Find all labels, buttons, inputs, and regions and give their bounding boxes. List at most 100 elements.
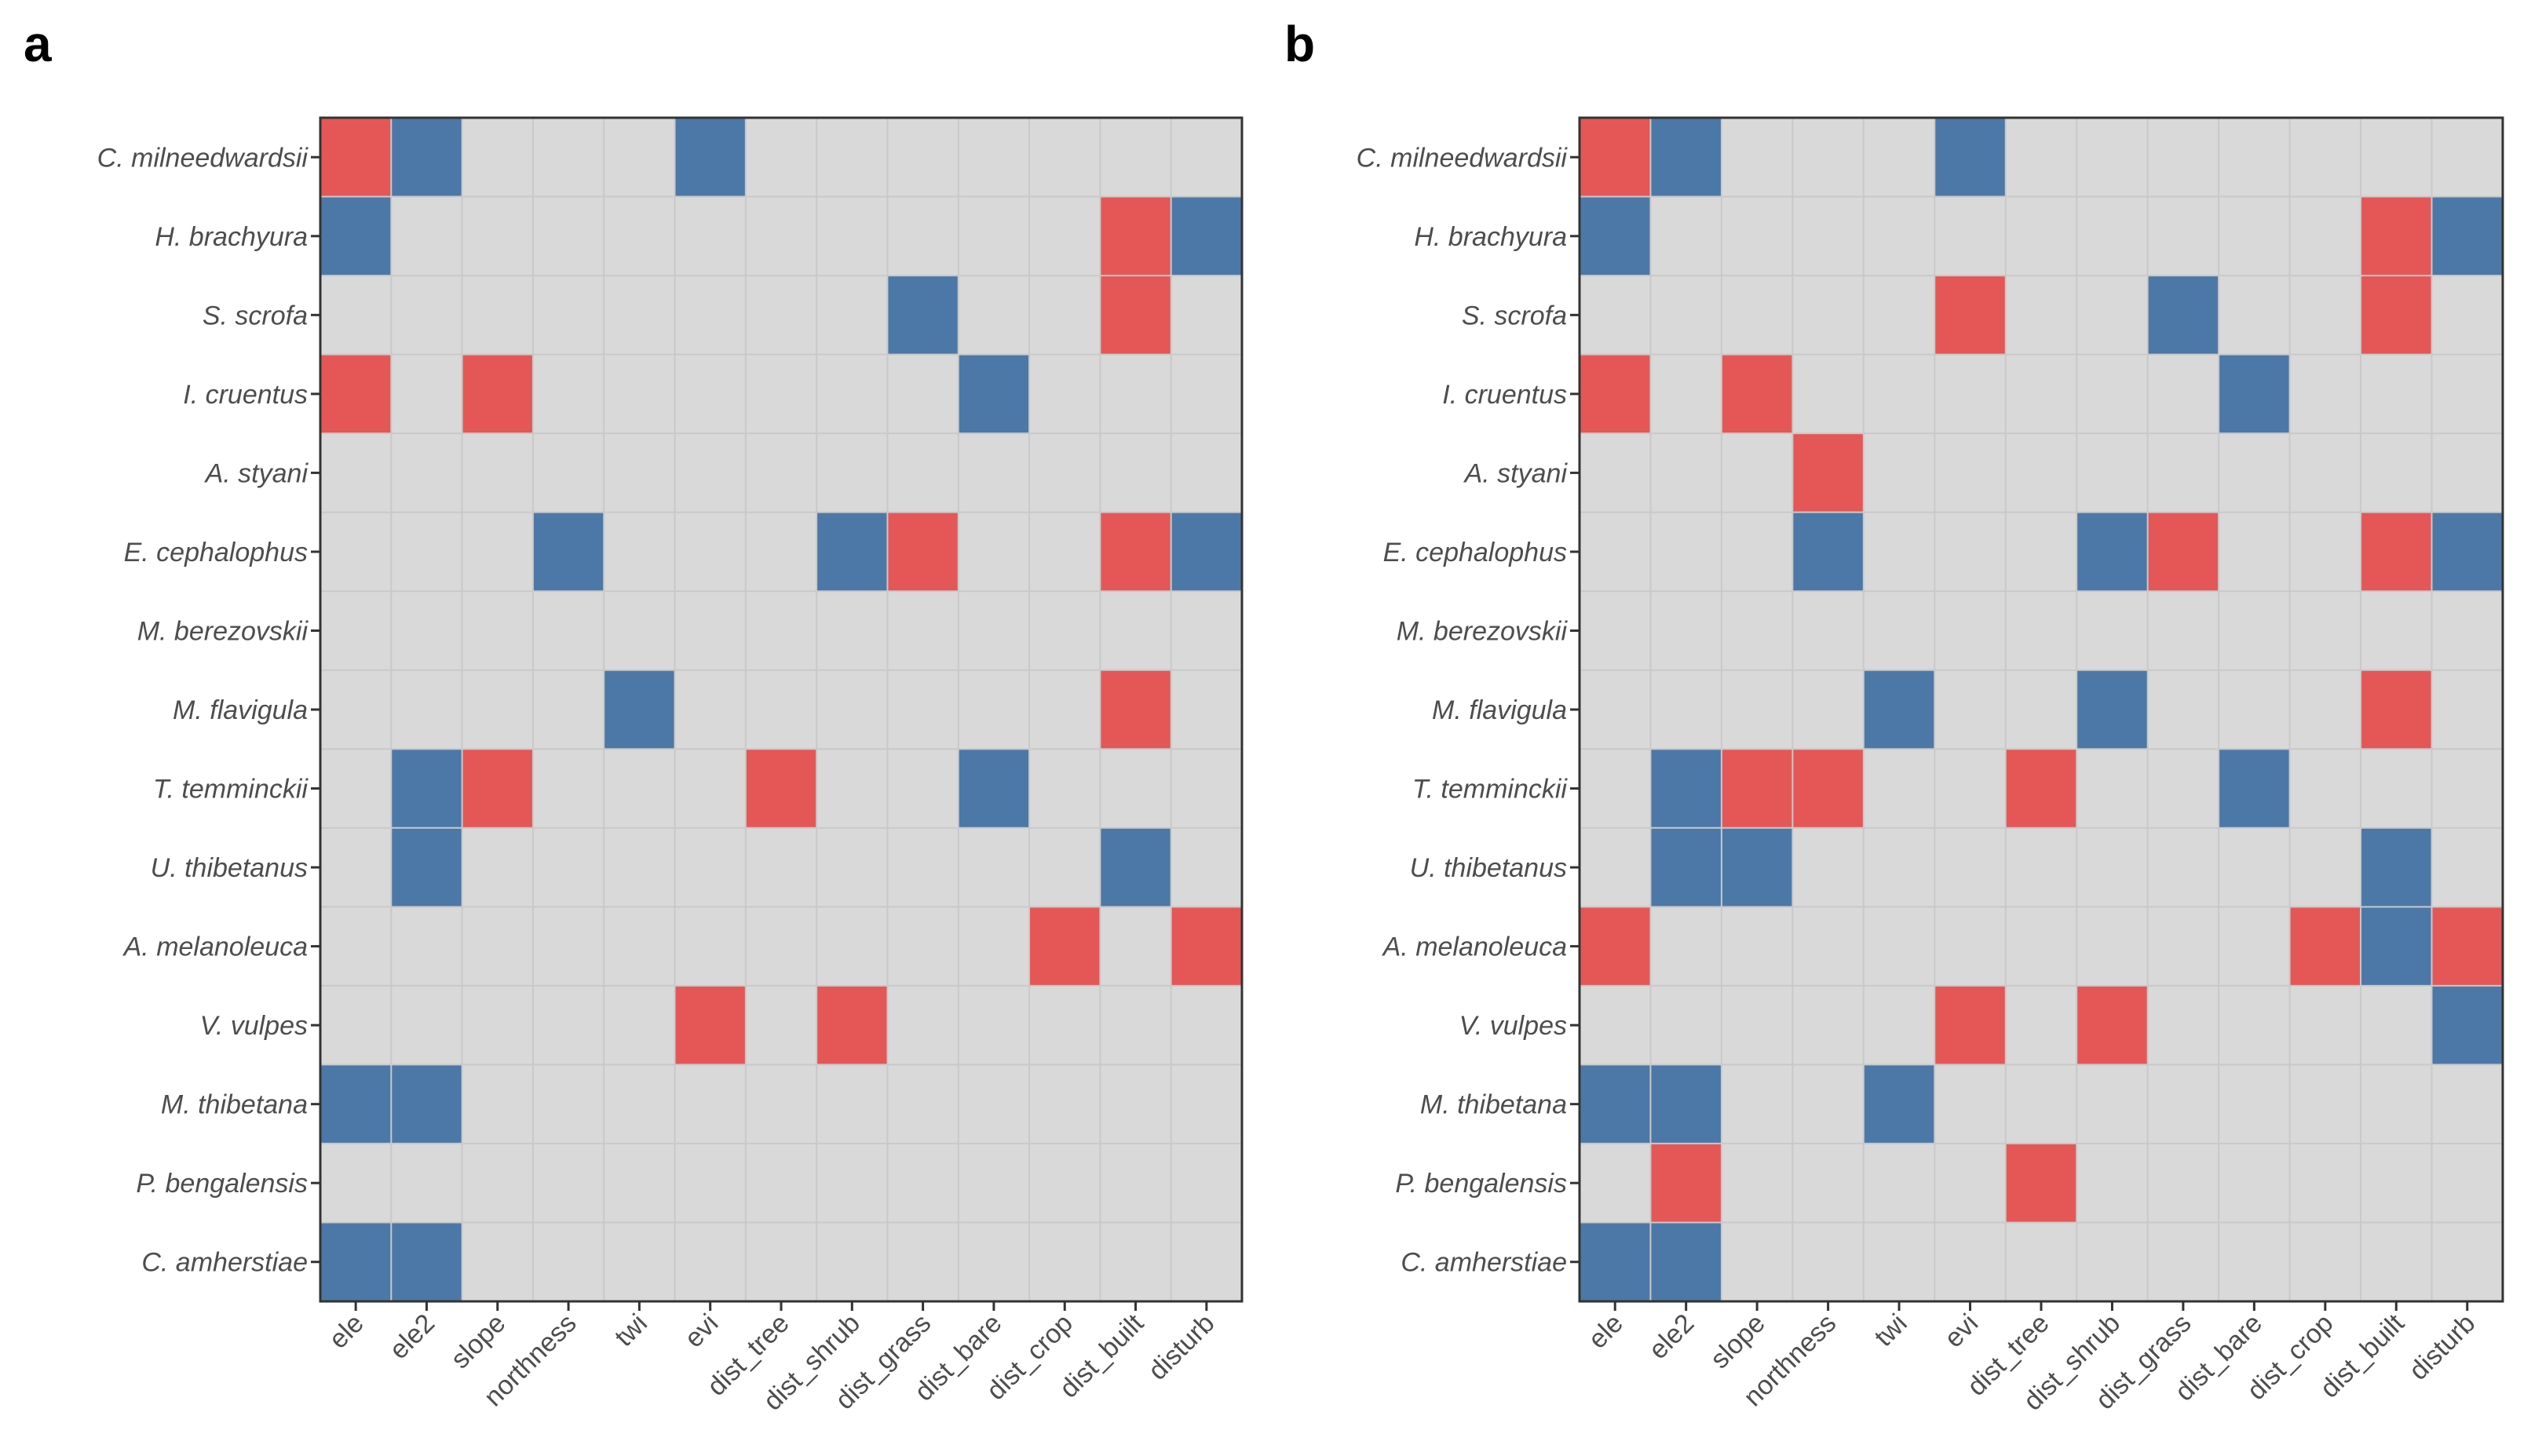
heatmap-cell-negative-r9-c1 bbox=[1650, 827, 1722, 907]
row-label: A. styani bbox=[1463, 458, 1569, 488]
column-label: ele2 bbox=[1643, 1308, 1700, 1365]
heatmap-cell-negative-r1-c12 bbox=[2431, 196, 2503, 276]
panel-label-a: a bbox=[24, 16, 52, 72]
column-label: disturb bbox=[1142, 1308, 1220, 1386]
column-label: ele bbox=[323, 1308, 370, 1355]
heatmap-cell-negative-r1-c0 bbox=[1580, 196, 1651, 276]
row-label: A. melanoleuca bbox=[122, 932, 308, 962]
heatmap-cell-negative-r3-c9 bbox=[2219, 354, 2290, 434]
heatmap-cell-negative-r12-c1 bbox=[391, 1064, 462, 1144]
heatmap-cell-positive-r11-c5 bbox=[674, 985, 746, 1065]
heatmap-cell-positive-r11-c7 bbox=[816, 985, 888, 1065]
heatmap-cell-negative-r0-c1 bbox=[391, 118, 462, 197]
heatmap-cell-positive-r10-c10 bbox=[1029, 907, 1101, 986]
heatmap-cell-positive-r13-c1 bbox=[1650, 1143, 1722, 1223]
row-label: V. vulpes bbox=[1459, 1011, 1567, 1041]
heatmap-cell-positive-r10-c12 bbox=[1171, 907, 1242, 986]
heatmap-cell-negative-r12-c0 bbox=[320, 1064, 392, 1144]
row-label: V. vulpes bbox=[200, 1011, 308, 1041]
column-label: twi bbox=[1868, 1308, 1912, 1352]
row-label: T. temminckii bbox=[1412, 775, 1569, 805]
heatmap-cell-negative-r10-c11 bbox=[2361, 907, 2432, 986]
row-label: A. styani bbox=[204, 458, 309, 488]
heatmap-panel-b: b C. milneedwardsii H. brachyura S. scrofa I… bbox=[1284, 16, 2504, 1417]
row-label: H. brachyura bbox=[1414, 222, 1567, 252]
heatmap-cell-positive-r7-c11 bbox=[2361, 670, 2432, 750]
heatmap-cell-positive-r5-c8 bbox=[2147, 512, 2219, 592]
row-label: T. temminckii bbox=[153, 775, 309, 805]
heatmap-cell-positive-r10-c0 bbox=[1580, 907, 1651, 986]
row-label: C. amherstiae bbox=[141, 1248, 308, 1278]
row-label: I. cruentus bbox=[183, 380, 308, 410]
heatmap-cell-positive-r8-c6 bbox=[745, 749, 817, 828]
column-label: twi bbox=[609, 1308, 653, 1352]
heatmap-cell-positive-r5-c11 bbox=[1100, 512, 1171, 592]
heatmap-cell-positive-r1-c11 bbox=[2361, 196, 2432, 276]
heatmap-cell-positive-r3-c2 bbox=[1721, 354, 1793, 434]
plot-background bbox=[1580, 118, 2503, 1301]
heatmap-cell-negative-r9-c2 bbox=[1721, 827, 1793, 907]
heatmap-cell-positive-r8-c2 bbox=[462, 749, 533, 828]
row-label: P. bengalensis bbox=[136, 1169, 308, 1199]
heatmap-cell-positive-r13-c6 bbox=[2005, 1143, 2077, 1223]
column-label: ele2 bbox=[384, 1308, 440, 1365]
row-label: M. flavigula bbox=[1432, 695, 1567, 725]
heatmap-cell-positive-r2-c11 bbox=[1100, 276, 1171, 355]
heatmap-cell-negative-r12-c4 bbox=[1863, 1064, 1935, 1144]
heatmap-cell-positive-r11-c7 bbox=[2076, 985, 2148, 1065]
heatmap-cell-negative-r5-c7 bbox=[816, 512, 888, 592]
heatmap-cell-negative-r14-c0 bbox=[1580, 1222, 1651, 1301]
row-label: C. amherstiae bbox=[1401, 1248, 1567, 1278]
heatmap-cell-negative-r7-c7 bbox=[2076, 670, 2148, 750]
heatmap-cell-positive-r3-c0 bbox=[1580, 354, 1651, 434]
heatmap-cell-negative-r5-c3 bbox=[532, 512, 604, 592]
row-label: E. cephalophus bbox=[1383, 538, 1567, 567]
row-label: C. milneedwardsii bbox=[1357, 143, 1569, 173]
column-label: slope bbox=[445, 1308, 511, 1374]
heatmap-cell-negative-r2-c8 bbox=[887, 276, 959, 355]
heatmap-cell-negative-r8-c1 bbox=[1650, 749, 1722, 828]
column-label: slope bbox=[1704, 1308, 1770, 1374]
heatmap-cell-negative-r8-c1 bbox=[391, 749, 462, 828]
row-label: S. scrofa bbox=[203, 301, 308, 330]
row-label: P. bengalensis bbox=[1395, 1169, 1567, 1199]
heatmap-cell-positive-r5-c8 bbox=[887, 512, 959, 592]
heatmap-cell-negative-r9-c11 bbox=[1100, 827, 1171, 907]
row-label: U. thibetanus bbox=[1410, 853, 1567, 883]
heatmap-cell-negative-r5-c12 bbox=[1171, 512, 1242, 592]
row-label: M. berezovskii bbox=[137, 616, 309, 646]
heatmap-cell-negative-r12-c0 bbox=[1580, 1064, 1651, 1144]
heatmap-cell-positive-r0-c0 bbox=[1580, 118, 1651, 197]
heatmap-cell-negative-r3-c9 bbox=[958, 354, 1030, 434]
heatmap-cell-positive-r0-c0 bbox=[320, 118, 392, 197]
heatmap-cell-positive-r2-c5 bbox=[1934, 276, 2006, 355]
heatmap-cell-positive-r3-c0 bbox=[320, 354, 392, 434]
row-label: I. cruentus bbox=[1442, 380, 1567, 410]
column-label: evi bbox=[679, 1308, 725, 1354]
heatmap-cell-negative-r9-c11 bbox=[2361, 827, 2432, 907]
heatmap-cell-negative-r14-c1 bbox=[1650, 1222, 1722, 1301]
heatmap-cell-positive-r3-c2 bbox=[462, 354, 533, 434]
row-label: M. berezovskii bbox=[1397, 616, 1569, 646]
heatmap-cell-positive-r8-c2 bbox=[1721, 749, 1793, 828]
row-label: A. melanoleuca bbox=[1382, 932, 1567, 962]
heatmap-cell-positive-r4-c3 bbox=[1792, 433, 1864, 513]
heatmap-cell-positive-r11-c5 bbox=[1934, 985, 2006, 1065]
column-label: disturb bbox=[2403, 1308, 2481, 1386]
heatmap-cell-negative-r5-c3 bbox=[1792, 512, 1864, 592]
heatmap-cell-negative-r8-c9 bbox=[2219, 749, 2290, 828]
heatmap-cell-positive-r10-c10 bbox=[2289, 907, 2361, 986]
heatmap-cell-negative-r11-c12 bbox=[2431, 985, 2503, 1065]
column-label: ele bbox=[1583, 1308, 1629, 1355]
heatmap-cell-negative-r0-c5 bbox=[674, 118, 746, 197]
column-label: evi bbox=[1939, 1308, 1985, 1354]
heatmap-cell-positive-r2-c11 bbox=[2361, 276, 2432, 355]
heatmap-cell-negative-r7-c4 bbox=[604, 670, 675, 750]
row-label: C. milneedwardsii bbox=[97, 143, 309, 173]
row-label: M. flavigula bbox=[173, 695, 308, 725]
panel-label-b: b bbox=[1284, 16, 1315, 72]
heatmap-cell-positive-r8-c6 bbox=[2005, 749, 2077, 828]
heatmap-cell-negative-r0-c5 bbox=[1934, 118, 2006, 197]
heatmap-panel-a: a C. milneedwardsii H. brachyura S. scrofa I… bbox=[24, 16, 1244, 1417]
